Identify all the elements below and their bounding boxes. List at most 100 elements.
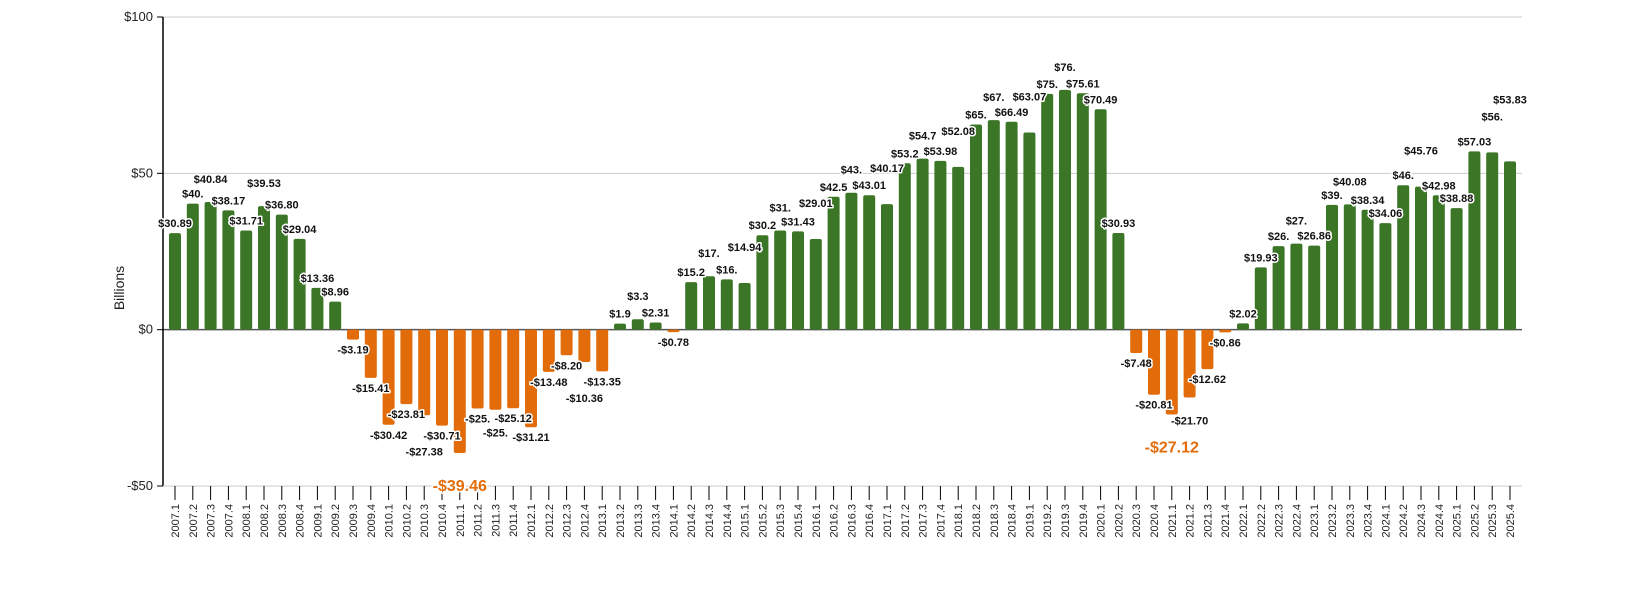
data-label: $53.98 — [924, 146, 958, 158]
x-tick-label: 2020.4 — [1149, 504, 1161, 538]
data-label: $70.49 — [1084, 94, 1118, 106]
x-tick-label: 2017.4 — [935, 504, 947, 538]
bar-2023.3 — [1343, 204, 1356, 330]
data-label: $26. — [1268, 231, 1289, 243]
data-label: -$25. — [483, 428, 508, 440]
data-label: $38.34 — [1351, 195, 1386, 207]
data-label: $29.01 — [799, 198, 833, 210]
bar-2017.3 — [916, 158, 929, 330]
data-label: $43.01 — [852, 180, 886, 192]
x-tick-label: 2013.4 — [651, 504, 663, 538]
data-label: -$0.78 — [658, 337, 689, 349]
bar-2014.1 — [667, 329, 680, 333]
x-tick-label: 2021.4 — [1220, 504, 1232, 538]
x-tick-label: 2025.3 — [1487, 504, 1499, 538]
bar-2016.1 — [809, 238, 822, 330]
x-tick-label: 2023.4 — [1363, 504, 1375, 538]
bar-2012.3 — [560, 329, 573, 356]
bar-2009.4 — [364, 329, 377, 378]
data-label: -$8.20 — [551, 360, 582, 372]
data-label: $52.08 — [941, 126, 975, 138]
x-tick-label: 2009.1 — [312, 504, 324, 538]
bar-2019.3 — [1059, 89, 1071, 330]
data-label: -$13.48 — [530, 377, 567, 389]
x-tick-label: 2008.1 — [241, 504, 253, 538]
x-tick-label: 2010.2 — [401, 504, 413, 538]
bar-2007.2 — [186, 203, 199, 330]
x-tick-label: 2019.2 — [1042, 504, 1054, 538]
data-label: -$30.42 — [370, 430, 407, 442]
bars — [169, 89, 1516, 454]
x-tick-label: 2014.4 — [722, 504, 734, 538]
x-tick-label: 2007.1 — [170, 504, 182, 538]
x-tick-label: 2022.1 — [1238, 504, 1250, 538]
bar-2008.3 — [275, 214, 288, 330]
data-label: $75. — [1036, 79, 1057, 91]
bar-2022.4 — [1290, 243, 1303, 330]
bar-2009.3 — [347, 329, 359, 340]
bar-2010.2 — [400, 329, 413, 405]
bar-2015.2 — [756, 235, 769, 330]
data-label: $76. — [1054, 62, 1075, 74]
x-tick-label: 2014.3 — [704, 504, 716, 538]
x-tick-label: 2018.2 — [971, 504, 983, 538]
x-tick-label: 2015.3 — [775, 504, 787, 538]
bar-2013.4 — [649, 322, 662, 330]
data-label: $43. — [841, 165, 862, 177]
data-label: $54.7 — [909, 131, 937, 143]
bar-2025.4 — [1504, 161, 1516, 330]
bar-2011.2 — [471, 329, 484, 409]
bar-2016.3 — [845, 192, 858, 330]
bar-2022.3 — [1272, 246, 1285, 330]
data-label: $63.07 — [1013, 91, 1047, 103]
data-label: -$15.41 — [352, 383, 389, 395]
bar-2025.2 — [1468, 151, 1481, 330]
data-label: $56. — [1481, 111, 1502, 123]
x-tick-label: 2021.1 — [1167, 504, 1179, 538]
x-tick-label: 2014.1 — [668, 504, 680, 538]
data-label: $26.86 — [1297, 231, 1331, 243]
x-tick-label: 2023.1 — [1309, 504, 1321, 538]
x-tick-label: 2010.1 — [384, 504, 396, 538]
bar-2024.2 — [1397, 185, 1410, 330]
y-axis-label: Billions — [111, 266, 127, 310]
data-label: $3.3 — [627, 291, 648, 303]
x-tick-label: 2021.2 — [1185, 504, 1197, 538]
bar-2013.2 — [614, 323, 626, 330]
data-label: $42.98 — [1422, 180, 1456, 192]
data-label: $31.43 — [781, 216, 815, 228]
bar-2018.3 — [987, 120, 1000, 330]
bar-2023.1 — [1308, 245, 1321, 330]
data-label: $17. — [698, 248, 719, 260]
data-label: -$7.48 — [1121, 358, 1152, 370]
x-tick-label: 2016.1 — [811, 504, 823, 538]
bar-2014.4 — [720, 279, 733, 330]
x-tick-label: 2024.1 — [1380, 504, 1392, 538]
data-label: $19.93 — [1244, 252, 1278, 264]
data-label: -$30.71 — [423, 431, 460, 443]
x-tick-label: 2016.2 — [829, 504, 841, 538]
data-label: $31. — [769, 203, 790, 215]
bar-2007.4 — [222, 210, 235, 330]
y-tick-label: $100 — [124, 9, 153, 24]
data-label: $40.17 — [870, 163, 904, 175]
x-tick-label: 2012.3 — [562, 504, 574, 538]
axes: $100 $50 $0 -$50 2007.1 2007.2 2007.3 2007.4 200… — [124, 9, 1522, 538]
bar-2007.3 — [204, 201, 217, 330]
y-tick-label: $50 — [131, 165, 153, 180]
data-label: $31.71 — [229, 216, 263, 228]
data-label: $53.83 — [1493, 94, 1527, 106]
x-tick-label: 2018.1 — [953, 504, 965, 538]
bar-2019.1 — [1023, 132, 1036, 330]
data-labels: $30.89 $40. $40.84 $38.17 $31.71 $39.53 $36.80… — [157, 60, 1529, 496]
data-label: $30.93 — [1102, 218, 1136, 230]
bar-2016.4 — [863, 195, 876, 330]
data-label: $15.2 — [677, 267, 705, 279]
x-tick-label: 2012.2 — [544, 504, 556, 538]
x-tick-label: 2016.3 — [846, 504, 858, 538]
data-label: -$31.21 — [512, 432, 549, 444]
data-label: $34.06 — [1369, 208, 1403, 220]
data-label: $53.2 — [891, 148, 919, 160]
x-tick-label: 2025.1 — [1452, 504, 1464, 538]
min-data-label: -$39.46 — [433, 478, 487, 495]
